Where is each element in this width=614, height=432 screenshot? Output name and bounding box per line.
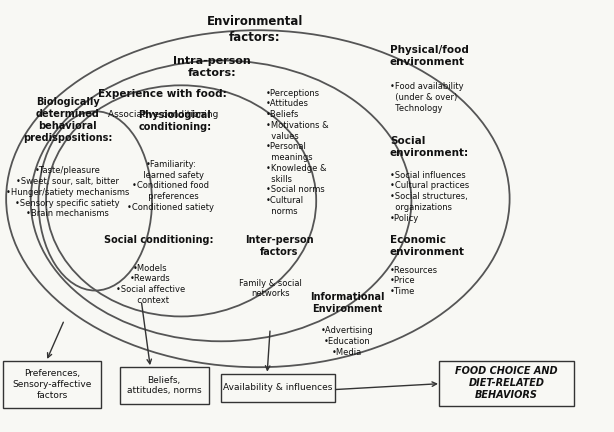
Text: Environmental
factors:: Environmental factors:	[207, 15, 303, 44]
Text: •Taste/pleasure
•Sweet, sour, salt, bitter
•Hunger/satiety mechanisms
•Sensory s: •Taste/pleasure •Sweet, sour, salt, bitt…	[6, 166, 129, 218]
Text: •Social influences
•Cultural practices
•Social structures,
  organizations
•Poli: •Social influences •Cultural practices •…	[390, 171, 469, 222]
Text: •Perceptions
•Attitudes
•Beliefs
•Motivations &
  values
•Personal
  meanings
•K: •Perceptions •Attitudes •Beliefs •Motiva…	[266, 89, 328, 216]
Text: Inter-person
factors: Inter-person factors	[245, 235, 314, 257]
FancyBboxPatch shape	[120, 367, 209, 404]
Text: Biologically
determined
behavioral
predispositions:: Biologically determined behavioral predi…	[23, 97, 112, 143]
Text: •Models
•Rewards
•Social affective
  context: •Models •Rewards •Social affective conte…	[116, 264, 185, 305]
Text: •Resources
•Price
•Time: •Resources •Price •Time	[390, 266, 438, 296]
Text: Availability & influences: Availability & influences	[223, 383, 333, 392]
FancyBboxPatch shape	[3, 361, 101, 408]
Text: •Advertising
•Education
•Media: •Advertising •Education •Media	[321, 326, 373, 357]
Text: FOOD CHOICE AND
DIET-RELATED
BEHAVIORS: FOOD CHOICE AND DIET-RELATED BEHAVIORS	[455, 366, 558, 400]
Text: Experience with food:: Experience with food:	[98, 89, 227, 98]
Text: Intra-person
factors:: Intra-person factors:	[173, 56, 251, 78]
Text: Beliefs,
attitudes, norms: Beliefs, attitudes, norms	[127, 376, 201, 395]
Text: Social
environment:: Social environment:	[390, 136, 469, 158]
Text: Social conditioning:: Social conditioning:	[104, 235, 213, 245]
Text: •Familiarity:
  learned safety
•Conditioned food
  preferences
•Conditioned sati: •Familiarity: learned safety •Conditione…	[127, 160, 214, 212]
Text: Preferences,
Sensory-affective
factors: Preferences, Sensory-affective factors	[12, 369, 92, 400]
Text: Physical/food
environment: Physical/food environment	[390, 45, 468, 67]
Text: Associative conditioning: Associative conditioning	[107, 110, 218, 119]
Text: •Food availability
  (under & over)
  Technology: •Food availability (under & over) Techno…	[390, 82, 464, 113]
Text: Physiological
conditioning:: Physiological conditioning:	[138, 110, 212, 132]
Text: Family & social
networks: Family & social networks	[239, 279, 301, 299]
FancyBboxPatch shape	[439, 361, 574, 406]
Text: Economic
environment: Economic environment	[390, 235, 465, 257]
FancyBboxPatch shape	[221, 374, 335, 402]
Text: Informational
Environment: Informational Environment	[309, 292, 384, 314]
